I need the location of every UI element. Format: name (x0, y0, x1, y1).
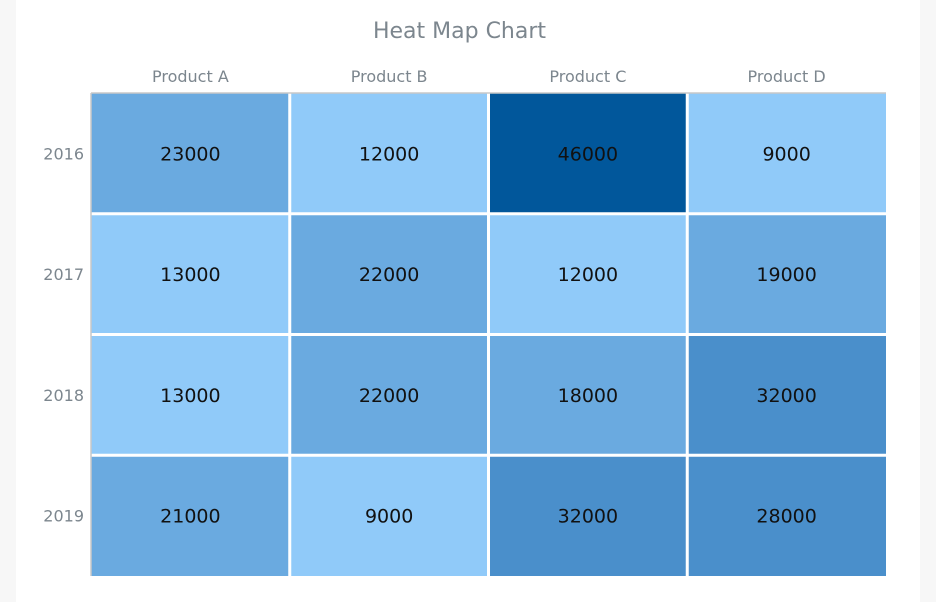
cell-value-label: 12000 (558, 264, 618, 286)
cell-value-label: 13000 (160, 264, 220, 286)
cell-value-label: 9000 (365, 506, 413, 528)
cell-value-label: 22000 (359, 385, 419, 407)
heatmap-cell (488, 455, 688, 576)
heatmap-cell (91, 455, 290, 576)
cell-value-label: 32000 (558, 506, 618, 528)
heatmap-cell (91, 213, 290, 335)
cell-value-label: 18000 (558, 385, 618, 407)
heatmap-cell (687, 455, 886, 576)
heatmap-cell (687, 93, 886, 214)
heatmap-cell (488, 93, 688, 214)
x-tick-label: Product A (152, 67, 229, 86)
y-tick-label: 2016 (43, 144, 84, 163)
x-tick-label: Product C (549, 67, 626, 86)
axis-labels: Product A Product B Product C Product D 2016… (43, 67, 825, 526)
cell-value-label: 32000 (756, 385, 816, 407)
y-tick-label: 2018 (43, 386, 84, 405)
cell-value-label: 12000 (359, 143, 419, 165)
grid-lines (91, 93, 886, 576)
chart-card: Heat Map Chart 23000 12000 46000 9000 13000 2… (16, 0, 920, 602)
cell-value-label: 9000 (762, 143, 810, 165)
cell-value-label: 21000 (160, 506, 220, 528)
heatmap-cell (91, 334, 290, 456)
heatmap-cell (488, 334, 688, 456)
cell-value-label: 23000 (160, 143, 220, 165)
heatmap-cell (289, 334, 489, 456)
x-tick-label: Product D (748, 67, 826, 86)
axes (90, 92, 886, 576)
y-tick-label: 2019 (43, 507, 84, 526)
heatmap-cell (687, 334, 886, 456)
heatmap-cell (91, 93, 290, 214)
heatmap-cell (687, 213, 886, 335)
cell-value-label: 46000 (558, 143, 618, 165)
cell-value-label: 19000 (756, 264, 816, 286)
heatmap-cells: 23000 12000 46000 9000 13000 22000 12000 19000 1… (91, 93, 886, 576)
cell-value-label: 13000 (160, 385, 220, 407)
heatmap-cell (289, 455, 489, 576)
heatmap-cell (289, 93, 489, 214)
heatmap-cell (488, 213, 688, 335)
y-tick-label: 2017 (43, 265, 84, 284)
x-tick-label: Product B (351, 67, 428, 86)
chart-title: Heat Map Chart (373, 19, 546, 44)
heatmap-cell (289, 213, 489, 335)
cell-value-label: 28000 (756, 506, 816, 528)
cell-value-label: 22000 (359, 264, 419, 286)
